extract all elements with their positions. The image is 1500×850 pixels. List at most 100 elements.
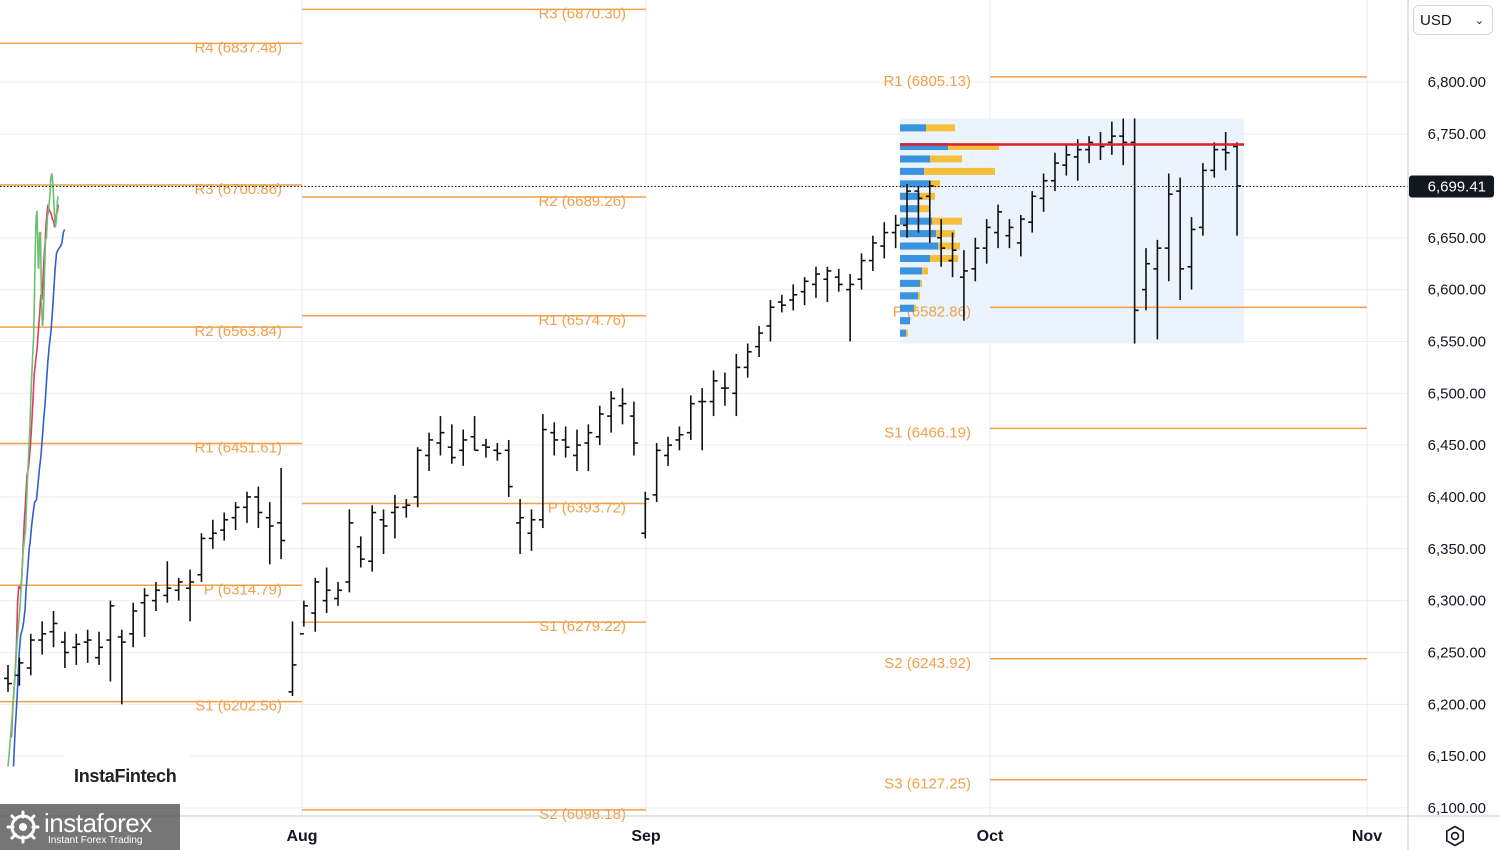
ohlc-bar (1187, 217, 1196, 290)
ohlc-bar (15, 657, 24, 686)
ohlc-bar (550, 422, 559, 456)
ohlc-bar (925, 180, 934, 243)
volume-bar-blue (900, 124, 926, 132)
pivot-label: S1 (6202.56) (195, 698, 282, 715)
ohlc-bar (664, 436, 673, 466)
ohlc-bar (163, 561, 172, 603)
ohlc-bar (584, 424, 593, 472)
volume-bar-blue (900, 180, 930, 188)
pivot-labels: R4 (6837.48) R3 (6700.86) R2 (6563.84) R1 (… (194, 5, 971, 823)
ohlc-bar (994, 204, 1003, 249)
ohlc-bar (242, 491, 251, 523)
x-tick-label: Sep (631, 828, 661, 845)
instafintech-label: InstaFintech (74, 766, 177, 786)
volume-bar-blue (900, 317, 910, 325)
ohlc-bar (345, 509, 354, 593)
ohlc-bar (914, 185, 923, 233)
ohlc-bar (83, 629, 92, 663)
pivot-levels (0, 8, 1367, 811)
ohlc-bar (1164, 173, 1173, 282)
volume-bar-blue (900, 167, 924, 175)
ohlc-bar (811, 266, 820, 298)
ohlc-bar (538, 414, 547, 529)
ohlc-bar (311, 577, 320, 632)
ohlc-bar (948, 232, 957, 278)
ohlc-bar (151, 581, 160, 612)
last-price-tag-bg (1409, 175, 1494, 198)
ohlc-bar (516, 499, 525, 554)
ohlc-bar (493, 443, 502, 461)
ohlc-bar (641, 491, 650, 539)
volume-bar-yellow (900, 124, 955, 132)
pivot-label: S1 (6466.19) (884, 424, 971, 441)
volume-bar-blue (900, 205, 918, 213)
pivot-label: P (6393.72) (548, 499, 626, 516)
x-tick-label: Aug (286, 828, 317, 845)
chevron-down-icon: ⌄ (1474, 14, 1484, 27)
ohlc-bar (823, 266, 832, 303)
ohlc-bar (766, 299, 775, 342)
ohlc-bar (1153, 239, 1162, 340)
x-axis-ticks: Aug Sep Oct Nov (286, 828, 1382, 845)
pivot-label: R2 (6689.26) (538, 193, 626, 210)
ohlc-bar (106, 600, 115, 682)
ohlc-bar (880, 222, 889, 259)
volume-bar-blue (900, 242, 938, 250)
last-price-tag-label: 6,699.41 (1428, 179, 1486, 196)
ohlc-bar (720, 372, 729, 406)
pivot-label: S1 (6279.22) (539, 618, 626, 635)
ohlc-bar (504, 439, 513, 497)
volume-bar-blue (900, 329, 906, 337)
y-tick-label: 6,300.00 (1428, 593, 1486, 610)
ohlc-bar (390, 494, 399, 539)
y-tick-label: 6,200.00 (1428, 696, 1486, 713)
settings-icon[interactable] (1444, 825, 1466, 847)
ohlc-bar (1062, 144, 1071, 176)
ohlc-bar (1073, 139, 1082, 181)
pivot-label: S2 (6098.18) (539, 806, 626, 823)
y-tick-label: 6,600.00 (1428, 282, 1486, 299)
ohlc-bar (755, 325, 764, 357)
ohlc-bar (777, 294, 786, 313)
ohlc-bar (1221, 132, 1230, 171)
ohlc-bar (174, 577, 183, 601)
currency-select[interactable]: USD ⌄ (1413, 5, 1493, 35)
volume-bar-yellow (900, 155, 962, 163)
pivot-label: R3 (6870.30) (538, 5, 626, 22)
y-tick-label: 6,650.00 (1428, 230, 1486, 247)
ohlc-bar (356, 536, 365, 568)
ohlc-bar (1039, 173, 1048, 212)
ohlc-bar (1233, 142, 1242, 236)
ohlc-bar (334, 581, 343, 606)
ohlc-bar (675, 426, 684, 451)
ohlc-bar (595, 405, 604, 446)
ohlc-bar (436, 416, 445, 456)
pivot-label: S3 (6127.25) (884, 776, 971, 793)
ohlc-bar (652, 443, 661, 503)
ohlc-bar (60, 631, 69, 669)
ohlc-bar (1016, 214, 1025, 257)
y-tick-label: 6,150.00 (1428, 748, 1486, 765)
volume-bar-blue (900, 292, 918, 300)
ohlc-bar (1198, 163, 1207, 236)
ohlc-bar (857, 253, 866, 290)
x-tick-label: Oct (977, 828, 1004, 845)
ohlc-bar (26, 633, 35, 676)
volume-profile (900, 124, 999, 337)
ohlc-bar (447, 424, 456, 464)
ohlc-bar (868, 235, 877, 271)
ohlc-bar (891, 214, 900, 249)
ohlc-bar (186, 569, 195, 622)
pivot-label: R1 (6574.76) (538, 312, 626, 329)
ohlc-bar (982, 219, 991, 264)
ohlc-bar (197, 533, 206, 582)
ohlc-bar (72, 633, 81, 665)
ohlc-bar (743, 343, 752, 378)
ohlc-bar (299, 600, 308, 635)
y-tick-label: 6,450.00 (1428, 437, 1486, 454)
y-tick-label: 6,750.00 (1428, 126, 1486, 143)
y-tick-label: 6,500.00 (1428, 385, 1486, 402)
ma-fast-line (7, 173, 59, 767)
ohlc-bar (834, 268, 843, 292)
